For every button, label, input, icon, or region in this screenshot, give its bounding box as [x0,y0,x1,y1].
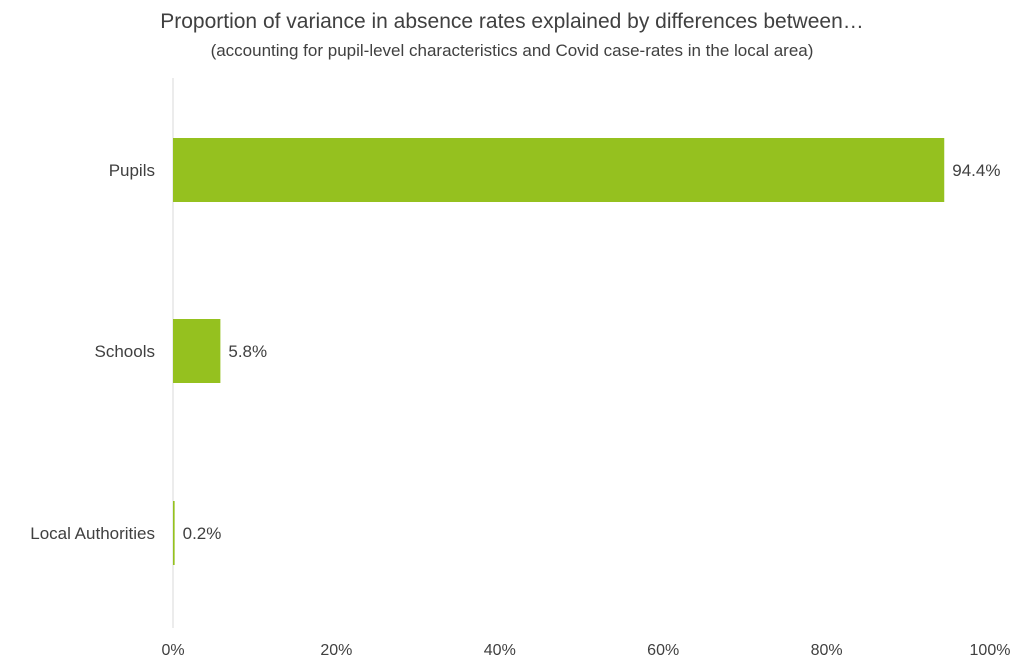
value-label-schools: 5.8% [228,342,267,361]
labels-layer: Pupils 94.4% Schools 5.8% Local Authorities 0… [30,161,1000,543]
category-label-pupils: Pupils [109,161,155,180]
category-label-schools: Schools [95,342,155,361]
bars-layer [173,138,945,565]
category-label-local-authorities: Local Authorities [30,524,155,543]
x-tick-label: 20% [320,642,352,659]
value-label-local-authorities: 0.2% [183,524,222,543]
chart-subtitle: (accounting for pupil-level characterist… [210,41,814,60]
bar-pupils [173,138,945,202]
x-axis-ticks: 0% 20% 40% 60% 80% 100% [161,642,1010,659]
chart-title: Proportion of variance in absence rates … [160,10,864,33]
x-tick-label: 100% [970,642,1011,659]
x-tick-label: 60% [647,642,679,659]
bar-schools [173,319,221,383]
bar-local-authorities [173,501,175,565]
x-tick-label: 40% [484,642,516,659]
x-tick-label: 80% [811,642,843,659]
x-tick-label: 0% [161,642,184,659]
value-label-pupils: 94.4% [952,161,1000,180]
